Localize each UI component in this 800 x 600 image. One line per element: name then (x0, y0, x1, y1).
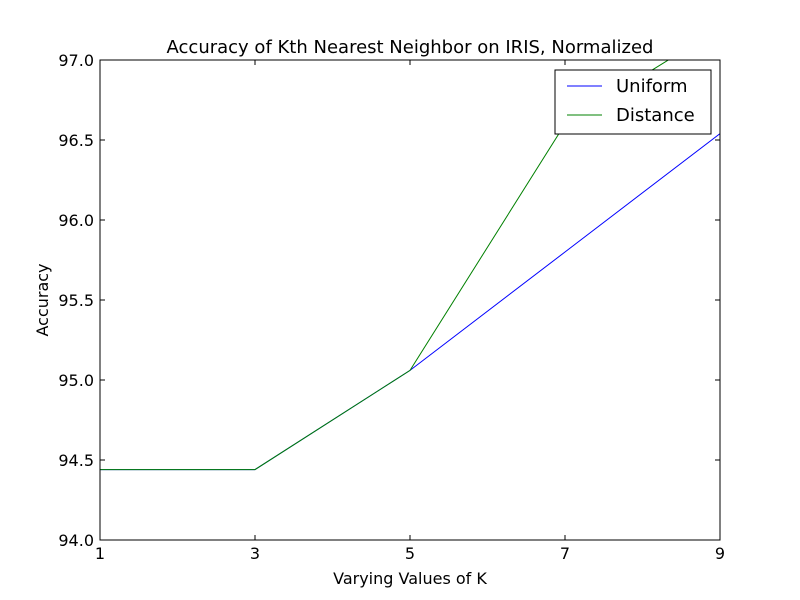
y-tick-label: 96.0 (58, 211, 94, 230)
ticks-layer: 1 3 5 7 9 94.0 94.5 95.0 95.5 96.0 96.5 97.0 (58, 51, 725, 563)
series-line-uniform (100, 133, 720, 471)
legend-label-uniform: Uniform (616, 76, 688, 97)
x-tick-label: 7 (560, 544, 570, 563)
y-tick-label: 94.0 (58, 531, 94, 550)
x-tick-label: 9 (715, 544, 725, 563)
legend: Uniform Distance (554, 69, 712, 135)
legend-label-distance: Distance (616, 105, 695, 126)
y-tick-label: 94.5 (58, 451, 94, 470)
y-tick-label: 97.0 (58, 51, 94, 70)
x-tick-label: 3 (250, 544, 260, 563)
chart-title: Accuracy of Kth Nearest Neighbor on IRIS… (167, 37, 654, 58)
y-tick-label: 95.0 (58, 371, 94, 390)
x-tick-label: 1 (95, 544, 105, 563)
y-axis-label: Accuracy (33, 263, 52, 336)
y-tick-label: 95.5 (58, 291, 94, 310)
y-tick-label: 96.5 (58, 131, 94, 150)
x-tick-label: 5 (405, 544, 415, 563)
x-axis-label: Varying Values of K (333, 569, 487, 588)
legend-box (554, 69, 712, 135)
